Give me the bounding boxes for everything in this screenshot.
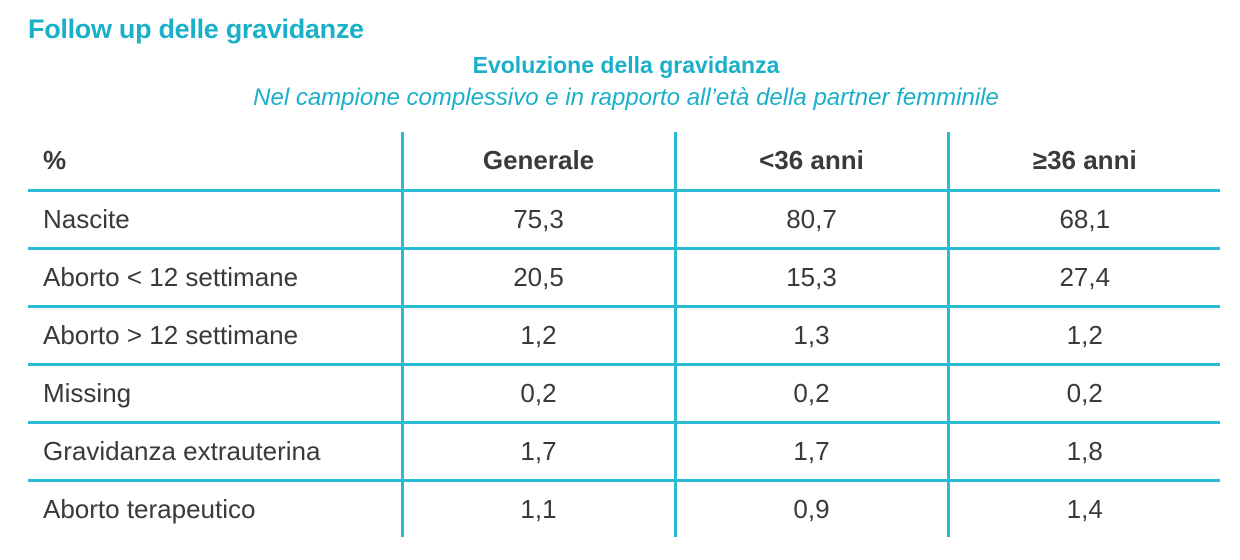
cell-generale: 75,3: [400, 190, 675, 250]
table-row: Missing 0,2 0,2 0,2: [28, 364, 1220, 424]
cell-generale: 20,5: [400, 248, 675, 308]
row-label: Nascite: [28, 190, 402, 250]
pregnancy-outcome-table: % Generale <36 anni ≥36 anni Nascite 75,…: [28, 132, 1220, 537]
table-subtitle: Nel campione complessivo e in rapporto a…: [253, 84, 999, 111]
cell-36-plus: 1,4: [946, 480, 1220, 537]
header-under-36: <36 anni: [673, 132, 948, 192]
cell-under-36: 80,7: [673, 190, 948, 250]
cell-under-36: 1,3: [673, 306, 948, 366]
table-title: Evoluzione della gravidanza: [472, 52, 780, 78]
table-row: Nascite 75,3 80,7 68,1: [28, 190, 1220, 250]
row-label: Aborto > 12 settimane: [28, 306, 402, 366]
cell-under-36: 15,3: [673, 248, 948, 308]
cell-under-36: 0,9: [673, 480, 948, 537]
cell-36-plus: 68,1: [946, 190, 1220, 250]
cell-under-36: 1,7: [673, 422, 948, 482]
header-percent: %: [28, 132, 402, 192]
table-row: Gravidanza extrauterina 1,7 1,7 1,8: [28, 422, 1220, 482]
row-label: Missing: [28, 364, 402, 424]
cell-36-plus: 1,2: [946, 306, 1220, 366]
cell-generale: 1,1: [400, 480, 675, 537]
table-header-row: % Generale <36 anni ≥36 anni: [28, 132, 1220, 192]
table-row: Aborto < 12 settimane 20,5 15,3 27,4: [28, 248, 1220, 308]
cell-36-plus: 1,8: [946, 422, 1220, 482]
cell-generale: 0,2: [400, 364, 675, 424]
cell-36-plus: 27,4: [946, 248, 1220, 308]
row-label: Gravidanza extrauterina: [28, 422, 402, 482]
section-title: Follow up delle gravidanze: [28, 14, 364, 44]
cell-36-plus: 0,2: [946, 364, 1220, 424]
row-label: Aborto < 12 settimane: [28, 248, 402, 308]
cell-under-36: 0,2: [673, 364, 948, 424]
cell-generale: 1,2: [400, 306, 675, 366]
row-label: Aborto terapeutico: [43, 494, 256, 524]
table-row: Aborto terapeutico 1,1 0,9 1,4: [28, 480, 1220, 537]
cell-generale: 1,7: [400, 422, 675, 482]
header-36-plus: ≥36 anni: [946, 132, 1220, 192]
header-generale: Generale: [400, 132, 675, 192]
table-row: Aborto > 12 settimane 1,2 1,3 1,2: [28, 306, 1220, 366]
